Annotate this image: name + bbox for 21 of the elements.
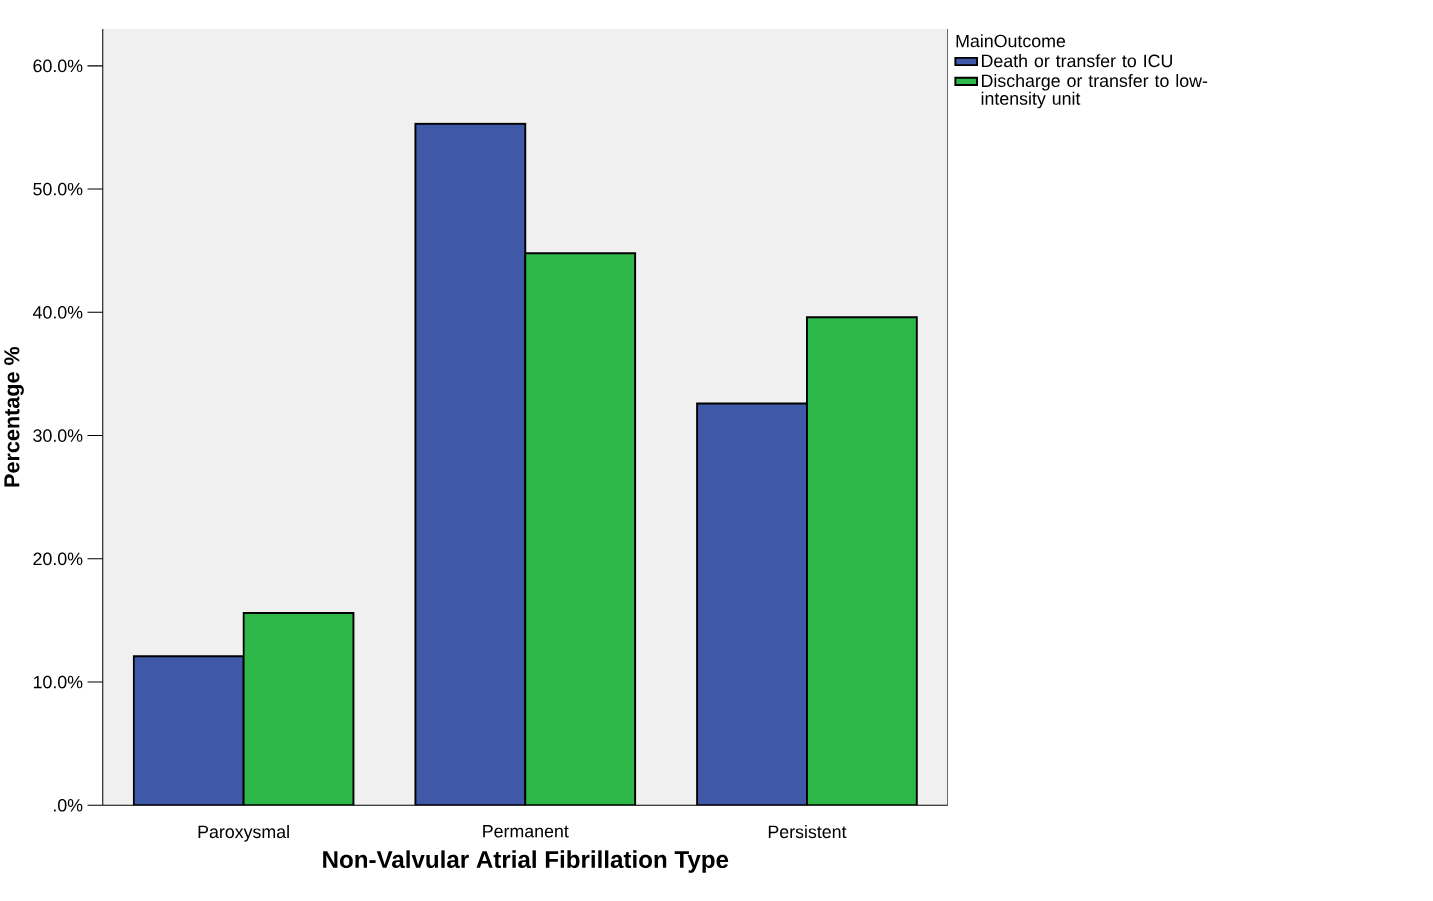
x-axis-title: Non-Valvular Atrial Fibrillation Type [323, 850, 729, 874]
x-tick-label: Permanent [483, 825, 569, 838]
bar [414, 123, 527, 806]
y-tick-label: 40.0% [32, 306, 83, 319]
legend-label: Death or transfer to ICU [982, 54, 1172, 68]
y-tick-label: 60.0% [33, 59, 83, 73]
y-tick-label: 50.0% [33, 182, 83, 196]
bar [132, 655, 245, 806]
y-axis-title: Percentage % [4, 347, 24, 487]
y-tick-label: .0% [53, 799, 83, 812]
y-tick-label: 10.0% [33, 675, 83, 689]
x-tick-label: Paroxysmal [198, 825, 289, 842]
y-tick-label: 20.0% [33, 552, 83, 566]
bar [696, 402, 808, 806]
bar [242, 612, 355, 806]
bar [524, 252, 637, 806]
legend-title: MainOutcome [956, 34, 1066, 48]
bar [806, 316, 918, 806]
legend-label: Discharge or transfer to low-intensity unit [981, 74, 1208, 109]
y-tick-label: 30.0% [33, 429, 83, 443]
x-tick-label: Persistent [768, 825, 847, 839]
